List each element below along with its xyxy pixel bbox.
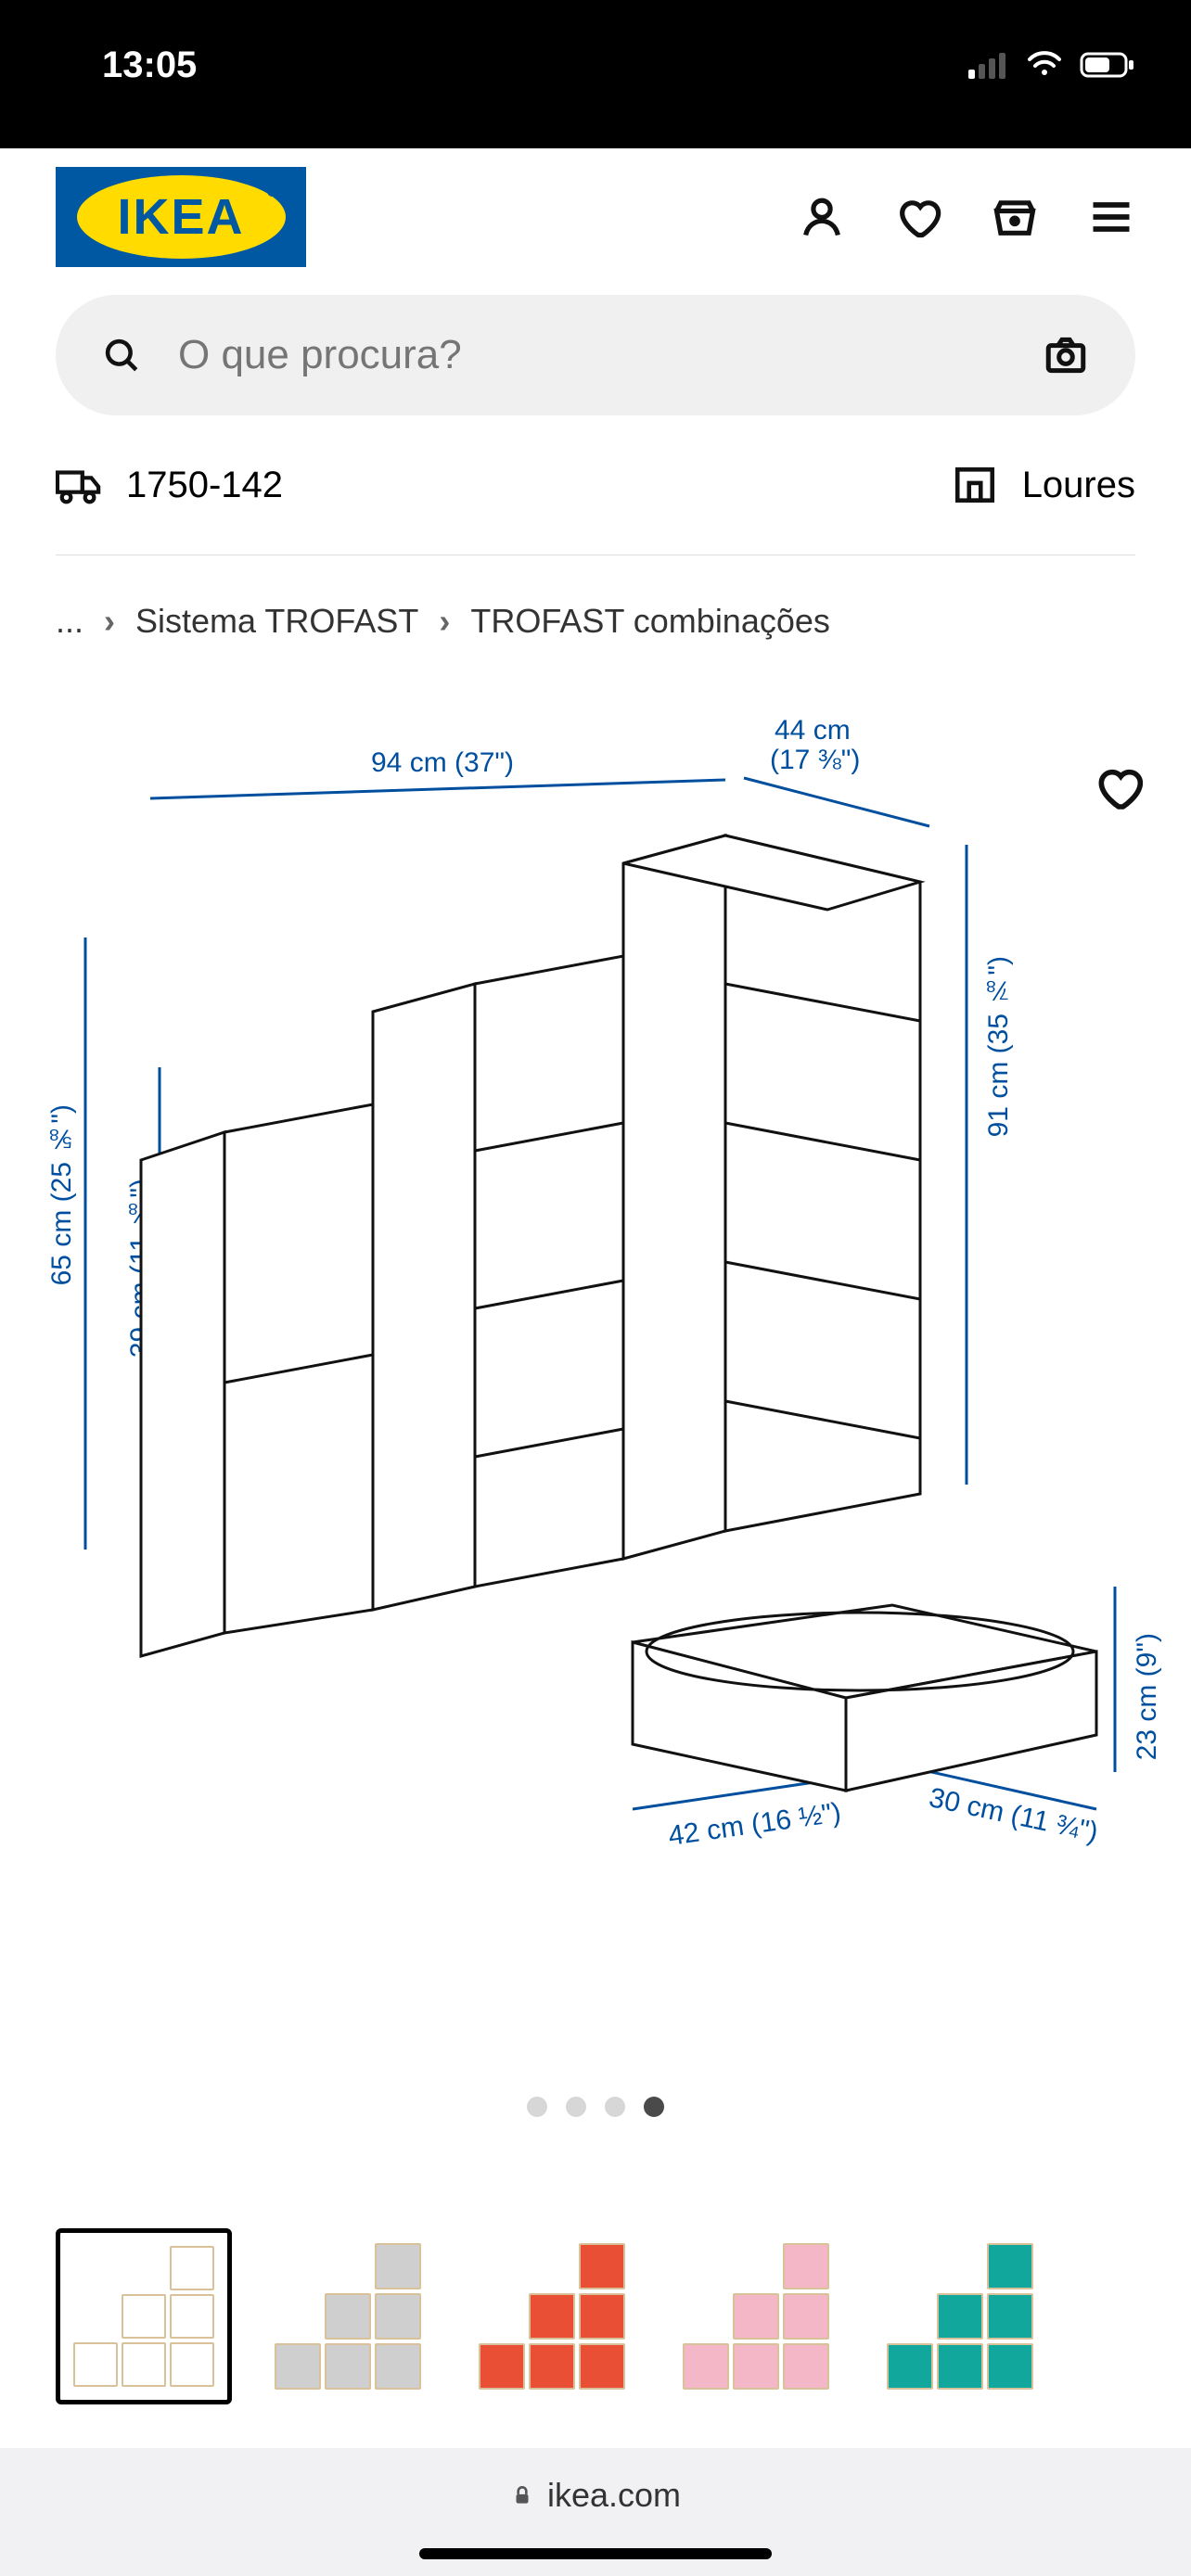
battery-icon bbox=[1080, 51, 1135, 79]
variant-thumb[interactable] bbox=[668, 2228, 844, 2404]
wishlist-icon[interactable] bbox=[894, 193, 942, 241]
variant-thumb[interactable] bbox=[464, 2228, 640, 2404]
carousel-dots bbox=[0, 2097, 1191, 2117]
url-bar[interactable]: ikea.com bbox=[510, 2476, 681, 2515]
chevron-right-icon: › bbox=[104, 602, 115, 641]
dimension-diagram bbox=[37, 715, 1154, 2087]
breadcrumb: ... › Sistema TROFAST › TROFAST combinaç… bbox=[0, 555, 1191, 659]
search-bar[interactable] bbox=[56, 295, 1135, 415]
browser-chrome: ikea.com bbox=[0, 2448, 1191, 2576]
carousel-dot[interactable] bbox=[566, 2097, 586, 2117]
truck-icon bbox=[56, 462, 102, 508]
info-row: 1750-142 Loures bbox=[0, 415, 1191, 555]
ikea-logo-text: IKEA bbox=[77, 175, 286, 259]
cellular-icon bbox=[968, 51, 1009, 79]
variant-list bbox=[0, 2117, 1191, 2404]
menu-icon[interactable] bbox=[1087, 193, 1135, 241]
wifi-icon bbox=[1026, 51, 1063, 79]
carousel-dot[interactable] bbox=[527, 2097, 547, 2117]
status-bar: 13:05 bbox=[0, 0, 1191, 148]
camera-search-icon[interactable] bbox=[1043, 332, 1089, 378]
delivery-postal[interactable]: 1750-142 bbox=[56, 462, 283, 508]
bag-icon[interactable] bbox=[991, 193, 1039, 241]
search-input[interactable] bbox=[178, 332, 1005, 378]
ikea-logo[interactable]: IKEA bbox=[56, 167, 306, 267]
header-actions bbox=[798, 193, 1135, 241]
crumb-ellipsis[interactable]: ... bbox=[56, 602, 83, 641]
store-name: Loures bbox=[1022, 465, 1135, 506]
postal-code: 1750-142 bbox=[126, 465, 283, 506]
store-select[interactable]: Loures bbox=[952, 462, 1135, 508]
home-indicator bbox=[419, 2548, 772, 2559]
account-icon[interactable] bbox=[798, 193, 846, 241]
carousel-dot[interactable] bbox=[644, 2097, 664, 2117]
variant-thumb[interactable] bbox=[872, 2228, 1048, 2404]
chevron-right-icon: › bbox=[439, 602, 450, 641]
crumb-item[interactable]: TROFAST combinações bbox=[470, 602, 829, 641]
carousel-dot[interactable] bbox=[605, 2097, 625, 2117]
product-image[interactable]: 94 cm (37") 44 cm (17 ⅜") 91 cm (35 ⅞") … bbox=[37, 715, 1154, 2087]
store-icon bbox=[952, 462, 998, 508]
status-time: 13:05 bbox=[102, 45, 197, 86]
variant-thumb[interactable] bbox=[56, 2228, 232, 2404]
url-text: ikea.com bbox=[547, 2476, 681, 2515]
header: IKEA bbox=[0, 148, 1191, 295]
status-icons bbox=[968, 51, 1135, 79]
crumb-item[interactable]: Sistema TROFAST bbox=[135, 602, 418, 641]
lock-icon bbox=[510, 2483, 534, 2507]
search-icon bbox=[102, 336, 141, 375]
variant-thumb[interactable] bbox=[260, 2228, 436, 2404]
